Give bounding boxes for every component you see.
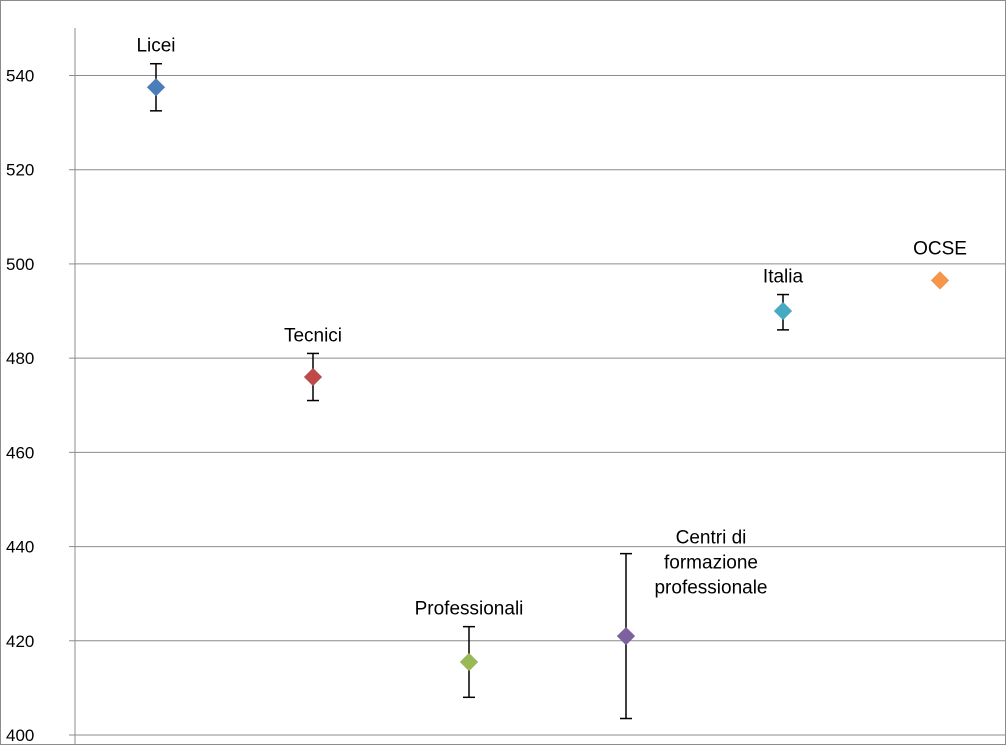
y-tick-label-460: 460 (6, 443, 34, 462)
point-italia (773, 301, 793, 321)
point-label-licei: Licei (136, 36, 175, 57)
point-label-italia: Italia (763, 267, 804, 288)
axes (69, 28, 1006, 745)
y-tick-label-520: 520 (6, 161, 34, 180)
y-tick-label-400: 400 (6, 726, 34, 745)
point-ocse (930, 271, 950, 290)
point-professionali (459, 652, 479, 672)
point-labels: Licei Tecnici Professionali Centri di formaz… (136, 36, 966, 620)
data-points (146, 62, 950, 720)
y-tick-labels: 400 420 440 460 480 500 520 540 (6, 67, 34, 745)
point-tecnici (303, 367, 323, 387)
point-licei (146, 77, 166, 97)
y-tick-label-500: 500 (6, 255, 34, 274)
point-centri-di-formazione-professionale (616, 626, 636, 646)
point-label-professionali: Professionali (415, 599, 524, 620)
point-label-centri-di-formazione-professionale: Centri di formazione professionale (654, 528, 767, 599)
y-tick-label-480: 480 (6, 349, 34, 368)
y-tick-label-440: 440 (6, 538, 34, 557)
point-label-ocse: OCSE (913, 238, 967, 259)
point-label-tecnici: Tecnici (284, 325, 342, 346)
y-tick-label-420: 420 (6, 632, 34, 651)
gridlines (75, 75, 1006, 642)
y-tick-label-540: 540 (6, 67, 34, 86)
